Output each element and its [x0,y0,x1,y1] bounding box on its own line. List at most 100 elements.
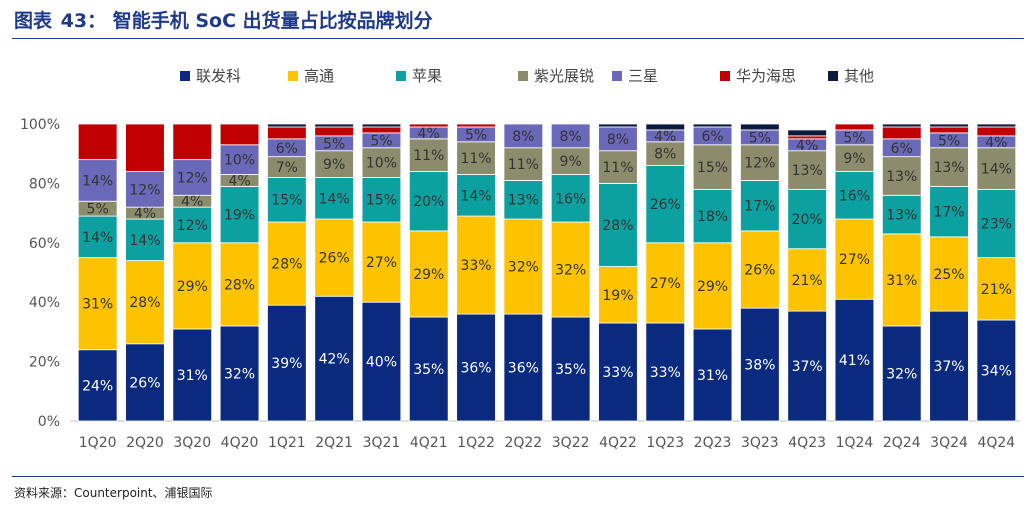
bar-segment [361,177,402,223]
bar-segment [598,150,638,184]
data-label: 21% [792,273,823,289]
data-label: 11% [508,157,539,173]
title-divider [12,38,1024,39]
bar-segment [787,150,827,190]
data-label: 8% [560,129,582,145]
data-label: 40% [366,355,397,371]
data-label: 6% [701,129,723,145]
data-label: 5% [87,202,109,218]
bar-segment [550,123,591,149]
data-label: 13% [508,193,539,209]
figure-number: 43： [60,10,107,32]
data-label: 12% [177,170,208,186]
source-note: 资料来源：Counterpoint、浦银国际 [14,486,213,500]
data-label: 35% [413,362,444,378]
data-label: 11% [460,151,491,167]
bar-segment [881,233,922,327]
bar-segment [645,242,686,324]
data-label: 38% [744,358,775,374]
legend-swatch [828,71,838,81]
bar-segment [408,138,449,172]
data-label: 32% [508,260,539,276]
bar-segment [361,123,402,128]
legend-item: 联发科 [180,67,241,85]
data-label: 14% [319,191,350,207]
data-label: 12% [177,218,208,234]
bar-segment [172,123,213,161]
data-label: 5% [938,133,960,149]
data-label: 32% [555,263,586,279]
legend-label: 紫光展锐 [534,67,594,85]
x-tick-label: 4Q21 [410,435,448,451]
x-tick-label: 3Q23 [741,435,779,451]
bar-segment [929,185,969,238]
data-label: 8% [607,132,629,148]
data-label: 20% [792,212,823,228]
bar-segment [929,236,969,312]
bar-segment [929,123,969,128]
data-label: 28% [602,218,633,234]
chart-title: 图表 43： 智能手机 SoC 出货量占比按品牌划分 [14,6,433,33]
bar-segment [77,123,118,161]
data-label: 36% [508,361,539,377]
bar-segment [267,304,307,422]
data-label: 26% [319,251,350,267]
legend-item: 华为海思 [720,67,796,85]
data-label: 27% [839,252,870,268]
y-tick-label: 80% [29,176,60,192]
data-label: 9% [560,154,582,170]
bar-segment [692,123,733,128]
data-label: 21% [981,282,1012,298]
data-label: 5% [843,130,865,146]
bar-segment [550,147,591,175]
data-label: 8% [654,147,676,163]
data-label: 4% [654,129,676,145]
bar-segment [740,230,780,309]
bar-segment [787,310,827,422]
bar-segment [456,141,496,175]
data-label: 33% [602,365,633,381]
bar-segment [314,218,354,297]
data-label: 16% [839,188,870,204]
data-label: 35% [555,362,586,378]
bar-segment [881,123,922,128]
data-label: 10% [366,156,397,172]
legend-item: 高通 [288,67,334,85]
data-label: 13% [886,169,917,185]
bar-segment [834,123,875,131]
bar-segment [834,144,875,172]
bar-segment [456,174,496,217]
bar-segment [314,150,354,178]
bar-segment [267,123,307,128]
bar-segment [408,171,449,232]
x-tick-label: 3Q22 [552,435,590,451]
legend-label: 三星 [628,67,658,85]
data-label: 10% [224,153,255,169]
bar-segment [219,242,260,327]
bar-segment [172,328,213,422]
bar-segment [172,242,213,330]
legend-item: 三星 [612,67,658,85]
data-label: 12% [744,156,775,172]
data-label: 27% [366,255,397,271]
bar-segment [503,147,544,181]
data-label: 14% [460,188,491,204]
data-label: 17% [933,205,964,221]
x-tick-label: 3Q24 [930,435,968,451]
bar-segment [503,313,544,422]
bar-segment [929,126,969,134]
bar-segment [361,147,402,178]
x-tick-label: 4Q22 [599,435,637,451]
x-tick-label: 1Q23 [646,435,684,451]
x-tick-label: 2Q22 [504,435,542,451]
bar-segment [219,325,260,422]
data-label: 19% [602,288,633,304]
bar-segment [929,147,969,187]
bar-segment [408,123,449,128]
legend-swatch [288,71,298,81]
figure-title: 智能手机 SoC 出货量占比按品牌划分 [112,10,433,32]
bar-segment [740,123,780,131]
x-tick-label: 2Q20 [126,435,164,451]
data-label: 14% [129,233,160,249]
x-tick-label: 2Q21 [315,435,353,451]
